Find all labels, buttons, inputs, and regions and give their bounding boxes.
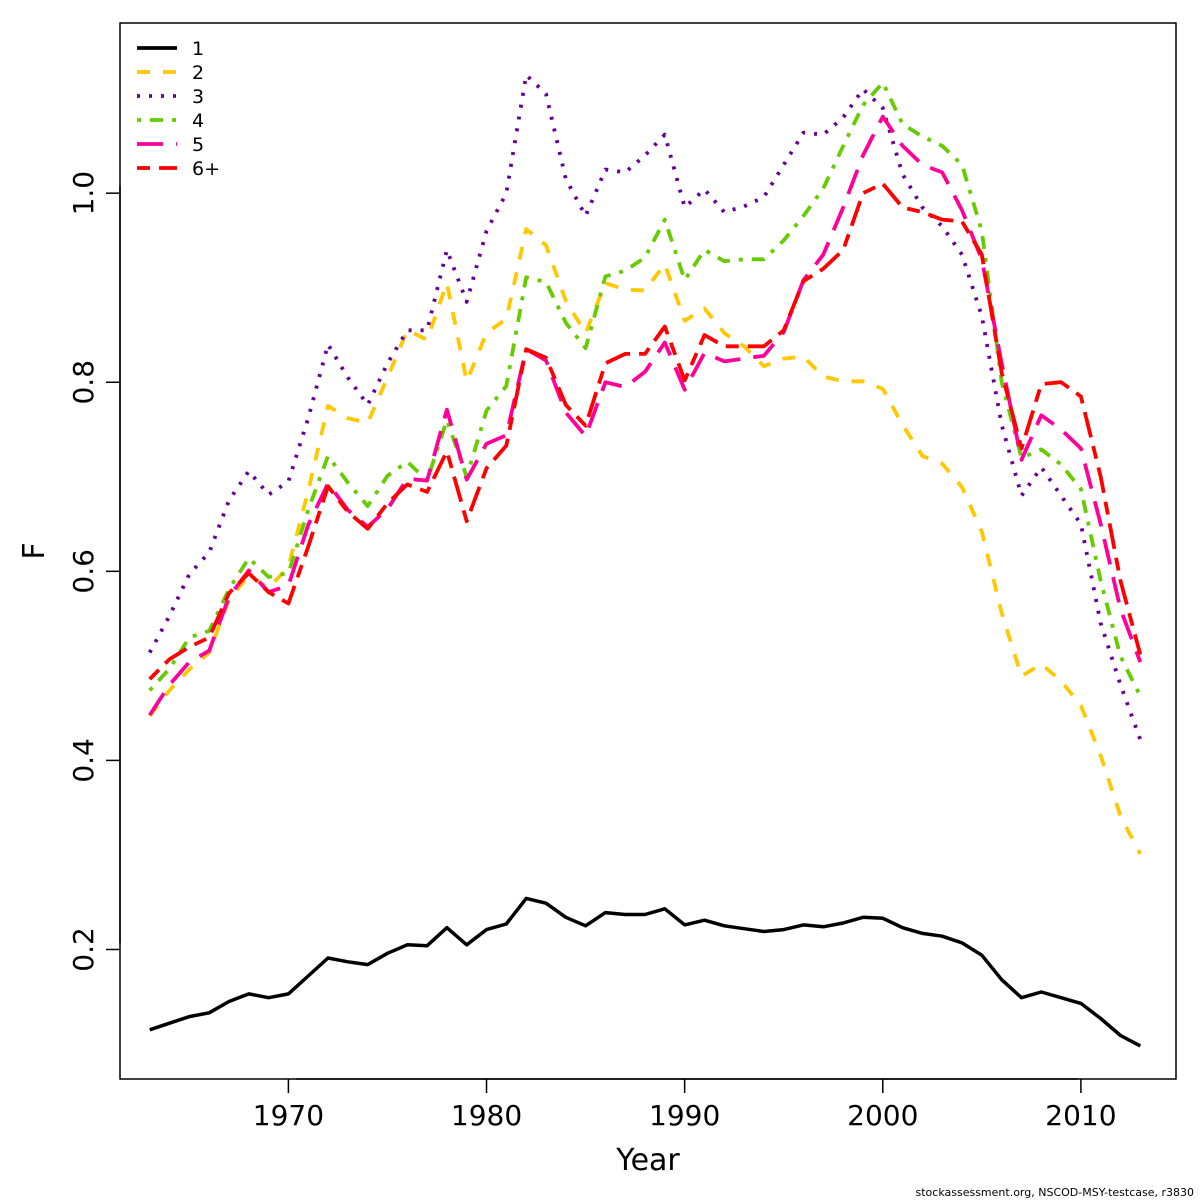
- series-layer: [148, 73, 1143, 1048]
- x-axis-label: Year: [615, 1143, 680, 1178]
- y-tick-label: 0.6: [67, 549, 100, 594]
- x-axis: 1970 1980 1990 2000 2010: [253, 1078, 1117, 1132]
- x-tick-label: 1970: [253, 1099, 324, 1132]
- x-tick-label: 2000: [847, 1099, 918, 1132]
- footer-credit: stockassessment.org, NSCOD-MSY-testcase,…: [916, 1186, 1195, 1199]
- legend-label-4: 4: [192, 110, 204, 132]
- x-tick-label: 2010: [1045, 1099, 1116, 1132]
- x-tick-label: 1980: [451, 1099, 522, 1132]
- series-line-1: [149, 896, 1142, 1048]
- series-line-2: [148, 227, 1142, 855]
- x-tick-label: 1990: [649, 1099, 720, 1132]
- y-tick-label: 0.8: [67, 360, 100, 405]
- series-line-5: [148, 114, 1143, 717]
- legend-label-5: 5: [192, 134, 204, 156]
- y-tick-label: 0.4: [67, 738, 100, 783]
- legend-label-6: 6+: [192, 158, 220, 180]
- series-line-4: [148, 80, 1143, 697]
- series-line-6: [148, 181, 1143, 681]
- series-line-3: [148, 73, 1143, 741]
- legend-label-2: 2: [192, 62, 204, 84]
- plot-frame: [119, 22, 1177, 1080]
- legend-label-3: 3: [192, 86, 204, 108]
- legend-label-1: 1: [192, 38, 204, 60]
- y-axis: 0.2 0.4 0.6 0.8 1.0: [67, 171, 121, 972]
- y-tick-label: 0.2: [67, 927, 100, 972]
- y-axis-label: F: [17, 542, 52, 559]
- y-tick-label: 1.0: [67, 171, 100, 216]
